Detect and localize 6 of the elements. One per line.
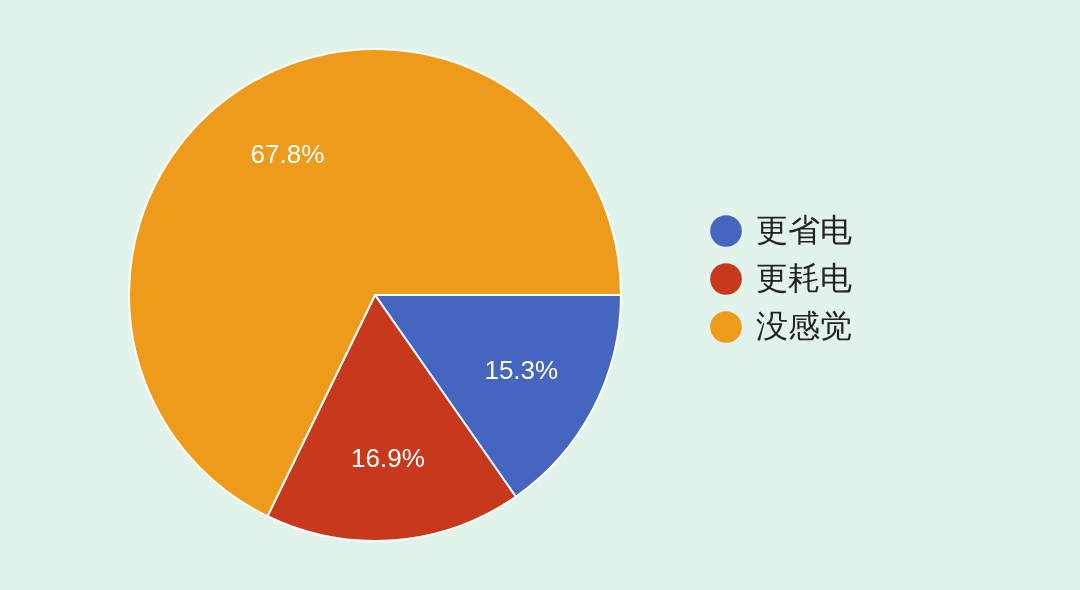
data-label: 16.9% [351, 443, 425, 474]
legend-label: 没感觉 [756, 307, 852, 345]
data-label: 15.3% [484, 355, 559, 386]
legend-label: 更省电 [756, 211, 852, 249]
legend-label: 更耗电 [756, 259, 852, 297]
data-label: 67.8% [250, 139, 325, 170]
